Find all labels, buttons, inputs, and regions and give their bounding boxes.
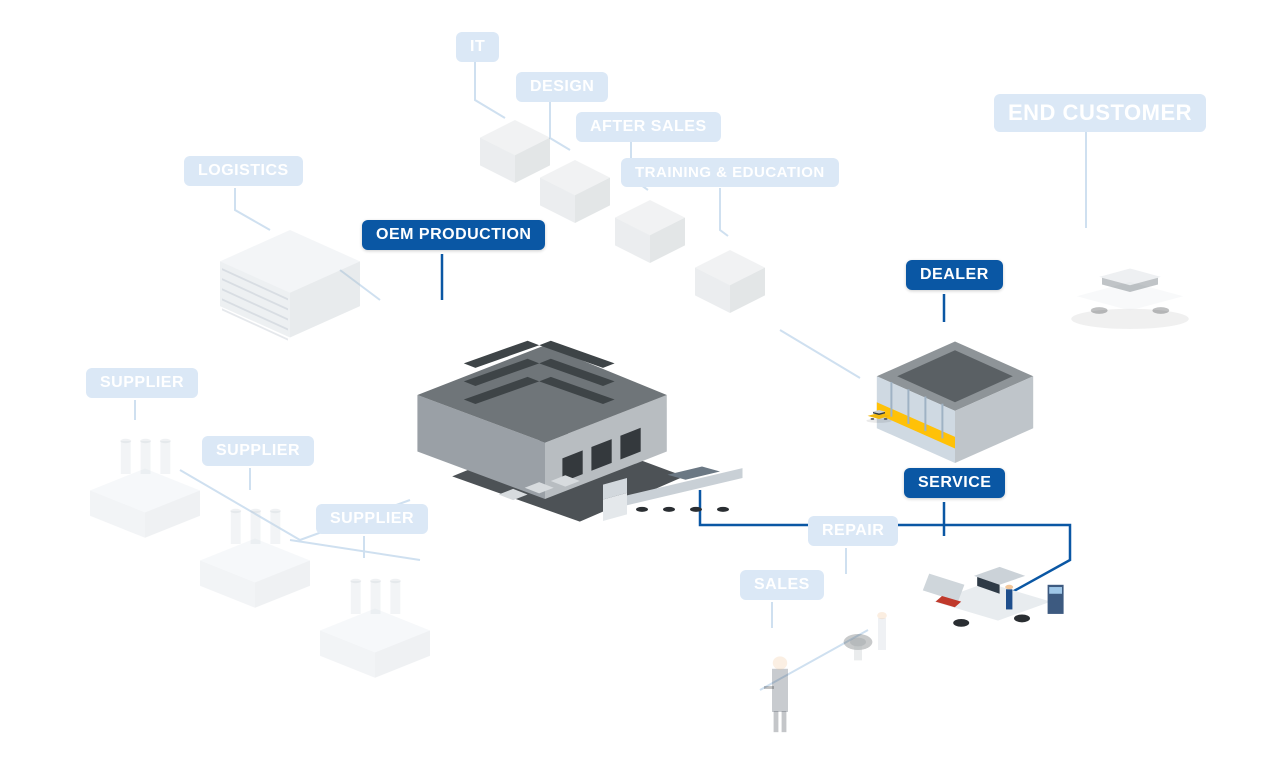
- label-end-customer: END CUSTOMER: [994, 94, 1206, 132]
- label-repair: REPAIR: [808, 516, 898, 546]
- label-service: SERVICE: [904, 468, 1005, 498]
- cube-after-sales: [615, 200, 685, 268]
- label-dealer: DEALER: [906, 260, 1003, 290]
- supplier-factory-2: [200, 500, 310, 615]
- supplier-factory-3: [320, 570, 430, 685]
- label-logistics: LOGISTICS: [184, 156, 303, 186]
- label-supplier-3: SUPPLIER: [316, 504, 428, 534]
- label-supplier-1: SUPPLIER: [86, 368, 198, 398]
- label-supplier-2: SUPPLIER: [202, 436, 314, 466]
- supplier-factory-1: [90, 430, 200, 545]
- label-training: TRAINING & EDUCATION: [621, 158, 839, 187]
- diagram-stage: IT DESIGN AFTER SALES TRAINING & EDUCATI…: [0, 0, 1280, 784]
- label-design: DESIGN: [516, 72, 608, 102]
- car-transporter-truck: [600, 450, 750, 538]
- label-it: IT: [456, 32, 499, 62]
- cube-design: [540, 160, 610, 228]
- cube-training: [695, 250, 765, 318]
- label-sales: SALES: [740, 570, 824, 600]
- end-customer-car: [1060, 250, 1200, 339]
- sales-person: [760, 640, 800, 741]
- label-after-sales: AFTER SALES: [576, 112, 721, 142]
- repair-station: [830, 590, 910, 675]
- logistics-building: [220, 230, 360, 347]
- dealer-yellow-car: [864, 406, 894, 429]
- service-car: [910, 540, 1070, 657]
- label-oem: OEM PRODUCTION: [362, 220, 545, 250]
- dealer-building: [870, 330, 1040, 480]
